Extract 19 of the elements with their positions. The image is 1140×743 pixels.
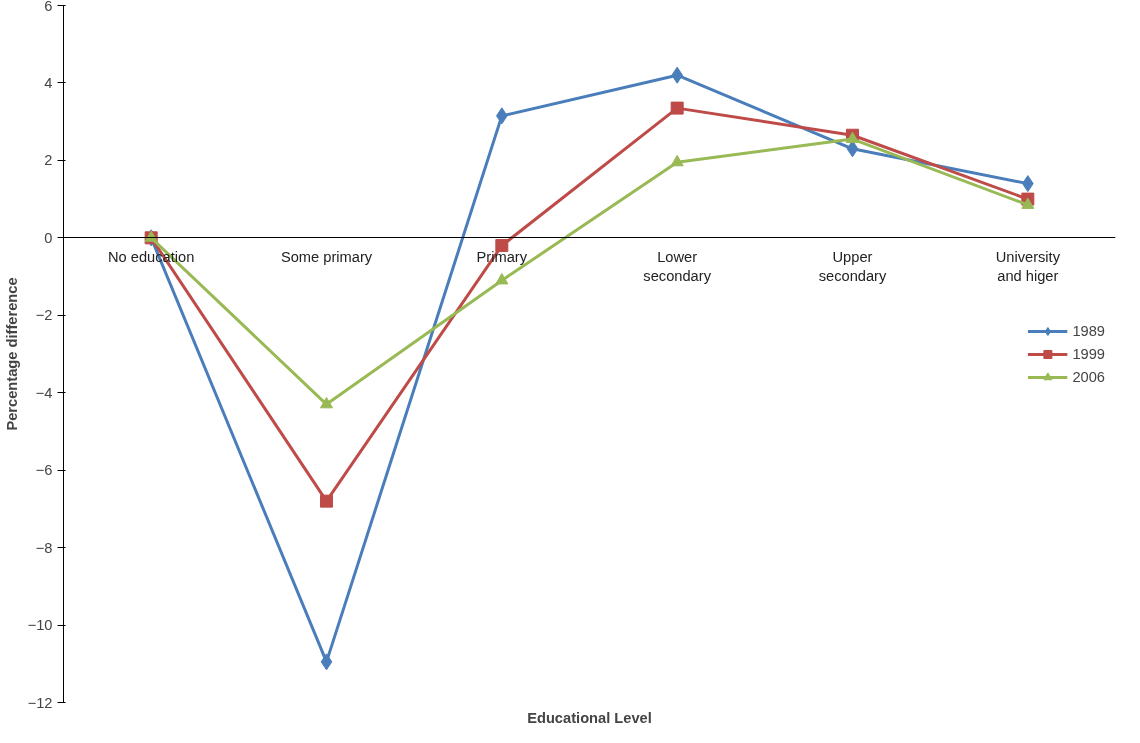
x-axis-title: Educational Level <box>527 709 652 726</box>
y-tick-label: 0 <box>44 229 53 246</box>
legend-label: 1999 <box>1072 345 1105 362</box>
y-tick-label: 2 <box>44 152 53 169</box>
y-tick-label: −6 <box>35 462 53 479</box>
y-tick-label: −4 <box>35 384 53 401</box>
y-tick-label: 6 <box>44 0 53 14</box>
y-tick-label: −8 <box>35 539 53 556</box>
x-tick-label: Some primary <box>280 248 373 265</box>
x-tick-label: University and higer <box>995 248 1061 285</box>
legend-label: 2006 <box>1072 368 1105 385</box>
y-tick-label: −10 <box>27 617 53 634</box>
y-axis-title: Percentage difference <box>3 277 20 431</box>
x-tick-label: Upper secondary <box>818 248 887 285</box>
y-tick-label: −2 <box>35 307 53 324</box>
y-tick-label: −12 <box>27 694 53 711</box>
legend-label: 1989 <box>1072 322 1105 339</box>
y-tick-label: 4 <box>44 74 53 91</box>
x-tick-label: Lower secondary <box>643 248 712 285</box>
